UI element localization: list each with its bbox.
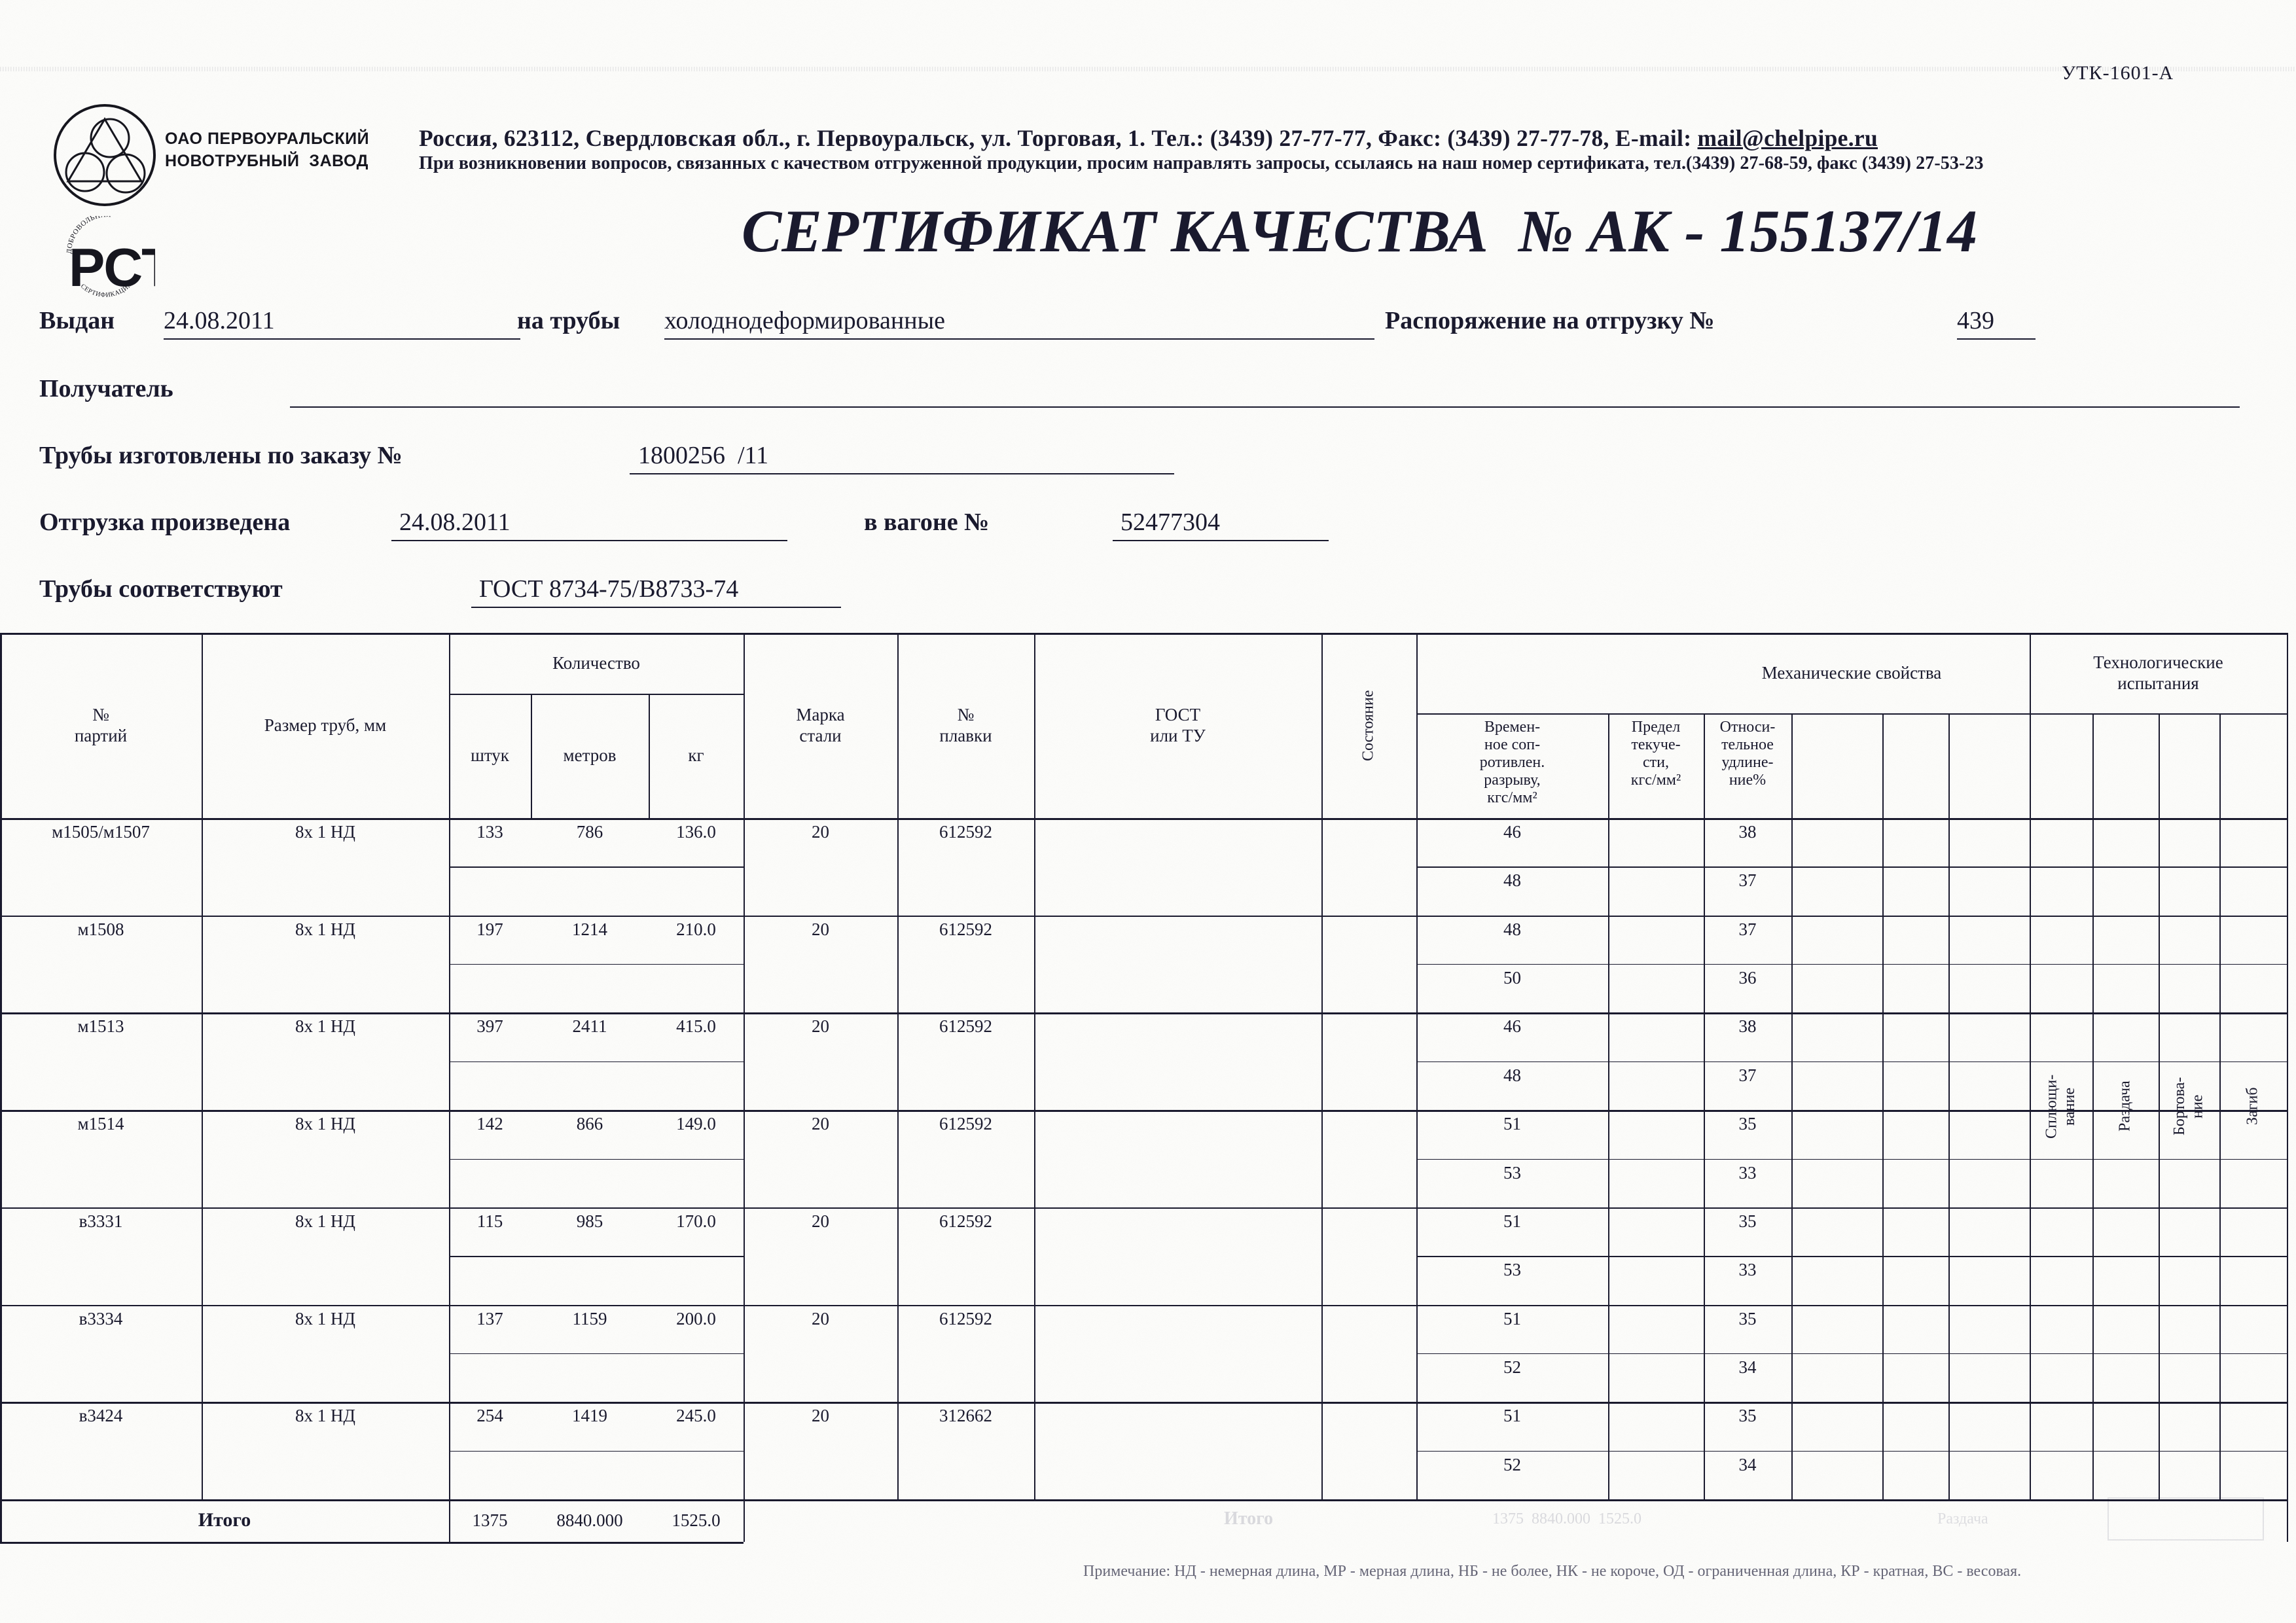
- svg-text:РСТ: РСТ: [69, 237, 155, 298]
